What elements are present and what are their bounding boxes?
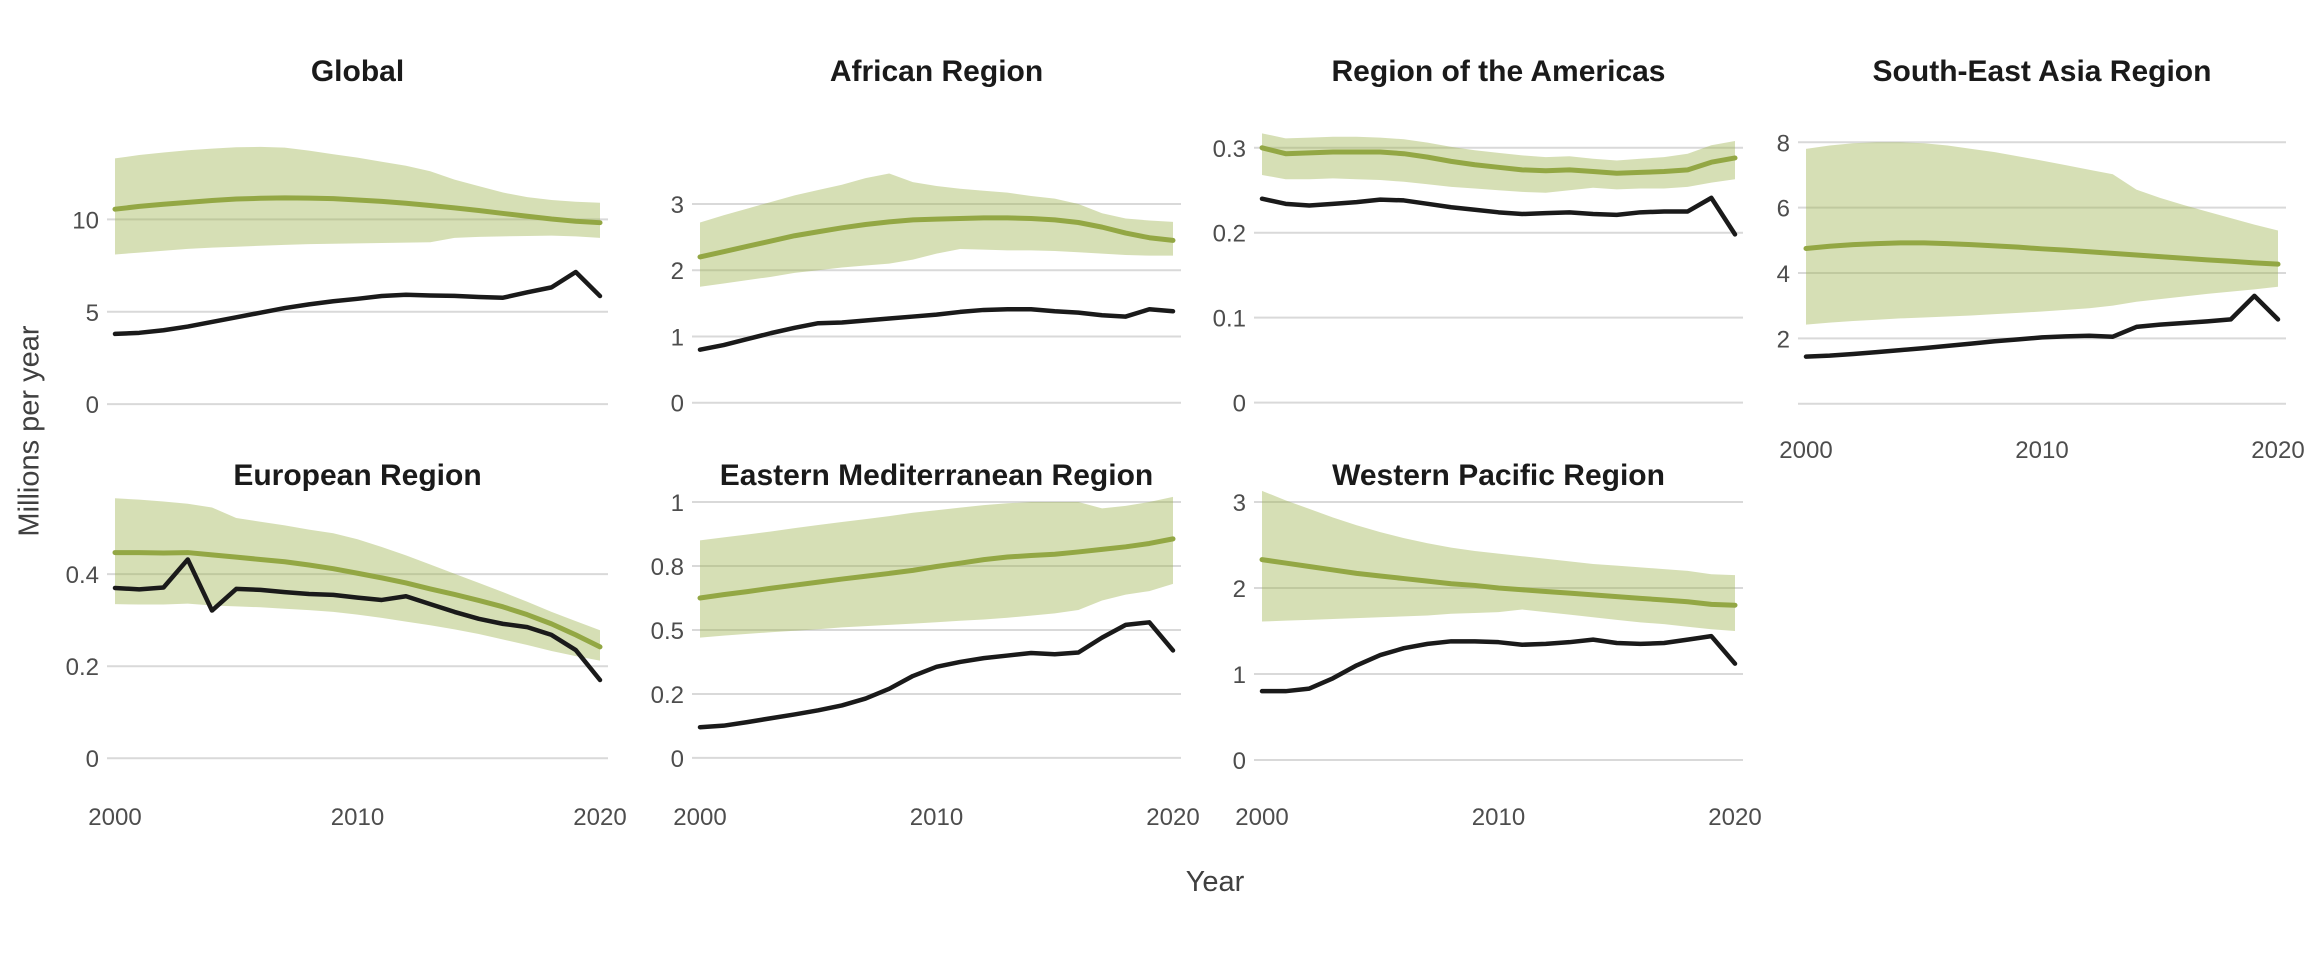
- x-tick-label: 2020: [573, 804, 626, 831]
- observed-line: [1259, 633, 1738, 694]
- panel-african-region: 0 1 2 3: [671, 173, 1181, 418]
- observed-line: [697, 307, 1176, 352]
- y-tick-label: 0.2: [1213, 221, 1246, 248]
- y-tick-label: 6: [1777, 196, 1790, 223]
- x-tick-label: 2010: [2015, 437, 2068, 464]
- estimate-line: [697, 215, 1176, 260]
- panel-title-european-region: European Region: [233, 459, 482, 492]
- panel-south-east-asia-region: 2 4 6 8 2000 2010 2020: [1777, 130, 2304, 464]
- y-tick-label: 0: [671, 746, 684, 773]
- x-axis-title: Year: [1185, 866, 1245, 898]
- estimate-line: [697, 536, 1176, 601]
- x-tick-label: 2020: [2251, 437, 2304, 464]
- y-tick-label: 0: [1233, 391, 1246, 418]
- observed-line: [1803, 293, 2281, 359]
- confidence-ribbon: [115, 498, 600, 661]
- y-tick-label: 10: [72, 207, 99, 234]
- y-tick-label: 2: [1777, 326, 1790, 353]
- y-tick-label: 0.3: [1213, 136, 1246, 163]
- y-tick-label: 3: [1233, 490, 1246, 517]
- y-tick-label: 4: [1777, 261, 1790, 288]
- y-tick-label: 0.2: [66, 654, 99, 681]
- observed-line: [1259, 195, 1738, 237]
- x-tick-label: 2020: [1708, 804, 1761, 831]
- y-tick-label: 0: [1233, 748, 1246, 775]
- panel-title-eastern-mediterranean-region: Eastern Mediterranean Region: [719, 459, 1154, 492]
- y-tick-label: 2: [1233, 576, 1246, 603]
- observed-line: [112, 269, 603, 337]
- estimate-line: [112, 195, 603, 226]
- estimate-line: [112, 550, 603, 650]
- panel-title-western-pacific-region: Western Pacific Region: [1332, 459, 1665, 492]
- panel-eastern-mediterranean-region: 0 0.2 0.5 0.8 1 2000 2010 2020: [651, 490, 1200, 831]
- x-tick-label: 2000: [1235, 804, 1288, 831]
- estimate-line: [1803, 240, 2281, 267]
- panel-western-pacific-region: 0 1 2 3 2000 2010 2020: [1233, 490, 1762, 831]
- y-tick-label: 0.2: [651, 682, 684, 709]
- y-tick-label: 8: [1777, 130, 1790, 157]
- x-tick-label: 2010: [331, 804, 384, 831]
- y-tick-label: 0: [86, 392, 99, 419]
- observed-line: [697, 620, 1176, 730]
- confidence-ribbon: [1806, 142, 2278, 325]
- confidence-ribbon: [1262, 133, 1735, 193]
- x-tick-label: 2020: [1146, 804, 1199, 831]
- confidence-ribbon: [1262, 490, 1735, 631]
- panel-european-region: 0 0.2 0.4 2000 2010 2020: [66, 498, 627, 831]
- y-tick-label: 1: [1233, 662, 1246, 689]
- y-tick-label: 5: [86, 300, 99, 327]
- panel-global: 0 5 10: [72, 146, 608, 419]
- y-tick-label: 0.4: [66, 562, 99, 589]
- confidence-ribbon: [700, 173, 1173, 287]
- panel-title-south-east-asia-region: South-East Asia Region: [1872, 55, 2212, 88]
- panel-title-global: Global: [310, 55, 405, 88]
- y-tick-label: 3: [671, 192, 684, 219]
- x-tick-label: 2000: [673, 804, 726, 831]
- panel-region-of-the-americas: 0 0.1 0.2 0.3: [1213, 133, 1743, 418]
- panel-title-african-region: African Region: [829, 55, 1044, 88]
- y-tick-label: 0: [86, 746, 99, 773]
- x-tick-label: 2010: [910, 804, 963, 831]
- estimate-line: [1259, 145, 1738, 176]
- y-tick-label: 1: [671, 324, 684, 351]
- x-tick-label: 2000: [88, 804, 141, 831]
- y-tick-label: 1: [671, 490, 684, 517]
- y-tick-label: 0: [671, 391, 684, 418]
- panel-title-region-of-the-americas: Region of the Americas: [1331, 55, 1666, 88]
- y-tick-label: 0.1: [1213, 306, 1246, 333]
- y-tick-label: 2: [671, 258, 684, 285]
- y-tick-label: 0.8: [651, 554, 684, 581]
- estimate-line: [1259, 557, 1738, 608]
- observed-line: [112, 557, 603, 683]
- x-tick-label: 2010: [1472, 804, 1525, 831]
- x-tick-label: 2000: [1779, 437, 1832, 464]
- y-tick-label: 0.5: [651, 618, 684, 645]
